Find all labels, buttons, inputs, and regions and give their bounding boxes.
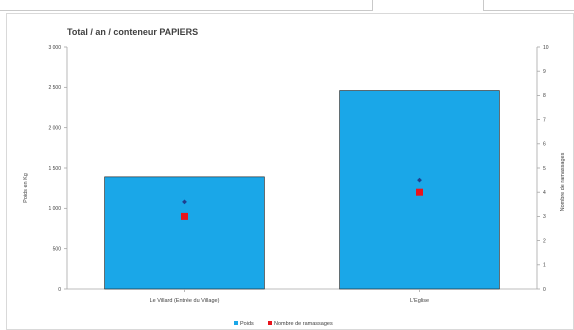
- plot-layer: 0 500 1 000 1 500 2 000 2 500 3 000 0 1 2 3 4 5 6 7 8 9 1…: [48, 45, 548, 304]
- y-tick-label: 3 000: [48, 45, 61, 51]
- x-tick-label: Le Villard (Entrée du Village): [150, 298, 220, 304]
- marker-ramassages: [181, 212, 188, 220]
- marker-point: [417, 177, 422, 183]
- y2-tick-label: 2: [543, 238, 546, 244]
- y2-tick-label: 0: [543, 287, 546, 293]
- bar-poids: [104, 176, 265, 290]
- y2-tick-label: 1: [543, 263, 546, 269]
- marker-point: [182, 199, 187, 205]
- legend-label-ramassages: Nombre de ramassages: [274, 321, 333, 327]
- window-top-strip: [0, 0, 574, 12]
- legend-swatch-poids: [234, 321, 238, 325]
- y2-tick-label: 9: [543, 69, 546, 75]
- legend-label-poids: Poids: [240, 321, 254, 327]
- y-tick-label: 2 500: [48, 85, 61, 91]
- y-tick-label: 1 000: [48, 206, 61, 212]
- y2-tick-label: 5: [543, 166, 546, 172]
- sheet-cell-area: [0, 0, 373, 11]
- x-tick-label: L'Eglise: [410, 298, 429, 304]
- y2-tick-label: 10: [543, 45, 549, 51]
- y-axis-label: Poids en Kg: [23, 173, 29, 203]
- chart-title: Total / an / conteneur PAPIERS: [67, 27, 198, 37]
- y2-tick-label: 7: [543, 117, 546, 123]
- y-tick-label: 0: [58, 287, 61, 293]
- y2-tick-label: 6: [543, 142, 546, 148]
- y-tick-label: 500: [53, 246, 62, 252]
- marker-ramassages: [416, 188, 423, 196]
- sheet-name-box: [483, 0, 574, 11]
- y2-tick-label: 4: [543, 190, 546, 196]
- y-tick-label: 2 000: [48, 125, 61, 131]
- y2-tick-label: 3: [543, 214, 546, 220]
- y2-axis-label: Nombre de ramassages: [560, 152, 566, 211]
- legend-swatch-ramassages: [268, 321, 272, 325]
- y2-tick-label: 8: [543, 93, 546, 99]
- legend: Poids Nombre de ramassages: [234, 321, 333, 327]
- chart-area[interactable]: Total / an / conteneur PAPIERS 0 500 1 000…: [6, 13, 574, 330]
- y-tick-label: 1 500: [48, 166, 61, 172]
- chart-svg: Total / an / conteneur PAPIERS 0 500 1 000…: [23, 27, 566, 327]
